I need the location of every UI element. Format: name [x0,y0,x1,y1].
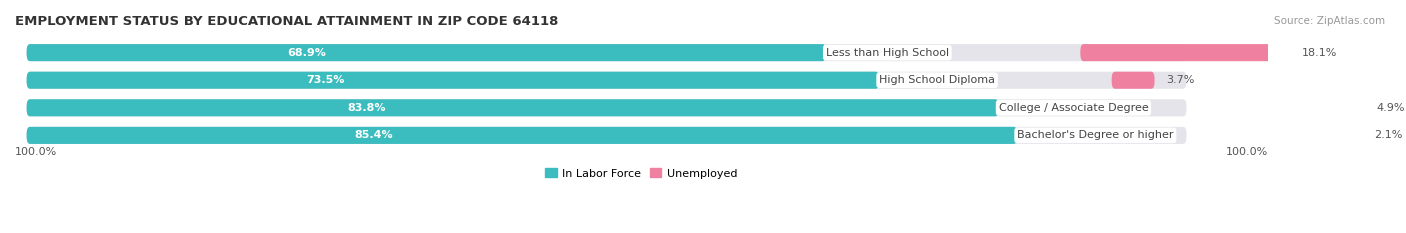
Text: 85.4%: 85.4% [354,130,392,140]
Text: 83.8%: 83.8% [347,103,387,113]
Text: Source: ZipAtlas.com: Source: ZipAtlas.com [1274,16,1385,26]
Text: 4.9%: 4.9% [1376,103,1405,113]
FancyBboxPatch shape [27,127,1187,144]
FancyBboxPatch shape [27,127,1017,144]
Text: College / Associate Degree: College / Associate Degree [998,103,1149,113]
FancyBboxPatch shape [27,99,998,116]
Text: 100.0%: 100.0% [15,147,58,158]
FancyBboxPatch shape [27,44,1187,61]
FancyBboxPatch shape [27,72,879,89]
Text: Bachelor's Degree or higher: Bachelor's Degree or higher [1017,130,1174,140]
FancyBboxPatch shape [1339,127,1362,144]
FancyBboxPatch shape [27,72,1187,89]
FancyBboxPatch shape [27,44,825,61]
Text: 3.7%: 3.7% [1166,75,1195,85]
FancyBboxPatch shape [1112,72,1154,89]
Text: EMPLOYMENT STATUS BY EDUCATIONAL ATTAINMENT IN ZIP CODE 64118: EMPLOYMENT STATUS BY EDUCATIONAL ATTAINM… [15,15,558,28]
Text: 73.5%: 73.5% [305,75,344,85]
Text: 68.9%: 68.9% [287,48,326,58]
FancyBboxPatch shape [1308,99,1365,116]
Text: Less than High School: Less than High School [825,48,949,58]
FancyBboxPatch shape [1080,44,1291,61]
Text: 18.1%: 18.1% [1302,48,1337,58]
FancyBboxPatch shape [27,99,1187,116]
Text: 2.1%: 2.1% [1374,130,1402,140]
Text: High School Diploma: High School Diploma [879,75,995,85]
Text: 100.0%: 100.0% [1226,147,1268,158]
Legend: In Labor Force, Unemployed: In Labor Force, Unemployed [541,164,741,183]
